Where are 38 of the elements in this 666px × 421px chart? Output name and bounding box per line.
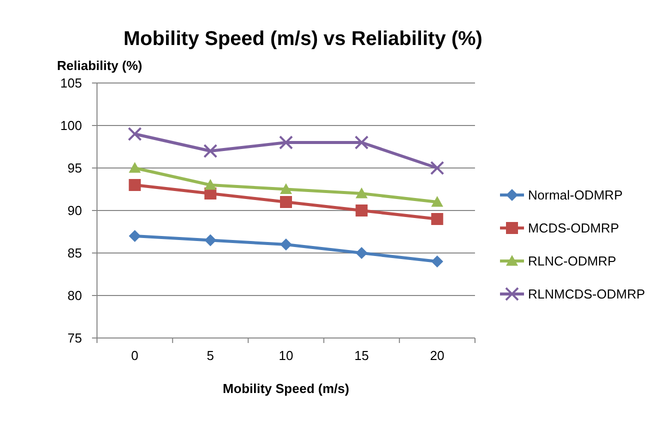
point — [204, 234, 216, 246]
legend-label: RLNMCDS-ODMRP — [528, 286, 645, 302]
point — [431, 196, 444, 207]
point — [356, 247, 368, 259]
y-tick-label: 105 — [60, 76, 82, 91]
point — [128, 162, 141, 173]
point — [430, 161, 444, 175]
x-tick-label: 15 — [354, 348, 369, 363]
point — [280, 238, 292, 250]
point — [128, 230, 141, 242]
point — [128, 179, 141, 191]
legend-label: RLNC-ODMRP — [528, 254, 616, 269]
point — [279, 136, 293, 150]
point — [354, 136, 369, 150]
x-tick-label: 5 — [206, 348, 214, 363]
point — [431, 256, 444, 268]
point — [203, 144, 218, 158]
point — [280, 196, 292, 208]
x-tick-label: 20 — [430, 348, 444, 363]
point — [356, 204, 368, 216]
y-tick-label: 85 — [68, 246, 82, 261]
chart-title: Mobility Speed (m/s) vs Reliability (%) — [124, 28, 482, 50]
point — [356, 188, 368, 198]
point — [204, 179, 216, 190]
y-tick-label: 90 — [68, 203, 82, 218]
y-tick-label: 80 — [68, 288, 82, 304]
legend-label: Normal-ODMRP — [528, 188, 623, 203]
x-tick-label: 10 — [278, 348, 294, 363]
x-axis-title: Mobility Speed (m/s) — [222, 381, 350, 396]
y-tick-label: 100 — [60, 118, 82, 134]
legend-label: MCDS-ODMRP — [528, 220, 619, 236]
y-axis-title: Reliability (%) — [57, 58, 142, 73]
y-tick-label: 95 — [68, 160, 82, 176]
point — [431, 213, 444, 225]
x-tick-label: 0 — [131, 348, 138, 363]
point — [128, 127, 142, 141]
point — [280, 183, 292, 194]
y-tick-label: 75 — [68, 330, 82, 346]
